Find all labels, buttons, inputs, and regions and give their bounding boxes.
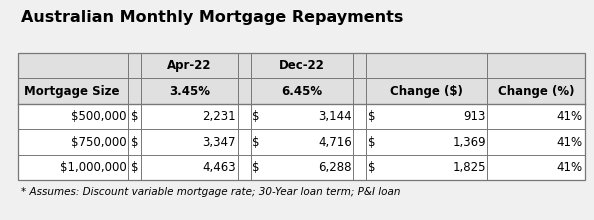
Text: 41%: 41% [556, 161, 582, 174]
Text: $: $ [368, 161, 376, 174]
Text: Mortgage Size: Mortgage Size [24, 84, 119, 98]
Text: 41%: 41% [556, 136, 582, 149]
Text: $: $ [252, 161, 260, 174]
Text: $: $ [368, 110, 376, 123]
Text: $: $ [131, 136, 138, 149]
Text: 3,347: 3,347 [203, 136, 236, 149]
Text: Change (%): Change (%) [498, 84, 574, 98]
Text: 1,369: 1,369 [452, 136, 486, 149]
Text: 3,144: 3,144 [318, 110, 352, 123]
Text: 3.45%: 3.45% [169, 84, 210, 98]
Text: $: $ [131, 110, 138, 123]
Text: $: $ [252, 110, 260, 123]
Text: $: $ [131, 161, 138, 174]
Text: Change ($): Change ($) [390, 84, 463, 98]
Text: $750,000: $750,000 [71, 136, 127, 149]
Text: Dec-22: Dec-22 [279, 59, 325, 72]
Text: $500,000: $500,000 [71, 110, 127, 123]
Text: 6,288: 6,288 [318, 161, 352, 174]
Text: 4,716: 4,716 [318, 136, 352, 149]
Text: 1,825: 1,825 [453, 161, 486, 174]
Text: Australian Monthly Mortgage Repayments: Australian Monthly Mortgage Repayments [21, 10, 403, 25]
Text: $: $ [252, 136, 260, 149]
Text: 2,231: 2,231 [202, 110, 236, 123]
Text: 913: 913 [463, 110, 486, 123]
Text: $: $ [368, 136, 376, 149]
Text: 4,463: 4,463 [202, 161, 236, 174]
Text: * Assumes: Discount variable mortgage rate; 30-Year loan term; P&I loan: * Assumes: Discount variable mortgage ra… [21, 187, 400, 197]
Text: 41%: 41% [556, 110, 582, 123]
Text: 6.45%: 6.45% [281, 84, 323, 98]
Text: $1,000,000: $1,000,000 [60, 161, 127, 174]
Text: Apr-22: Apr-22 [168, 59, 211, 72]
